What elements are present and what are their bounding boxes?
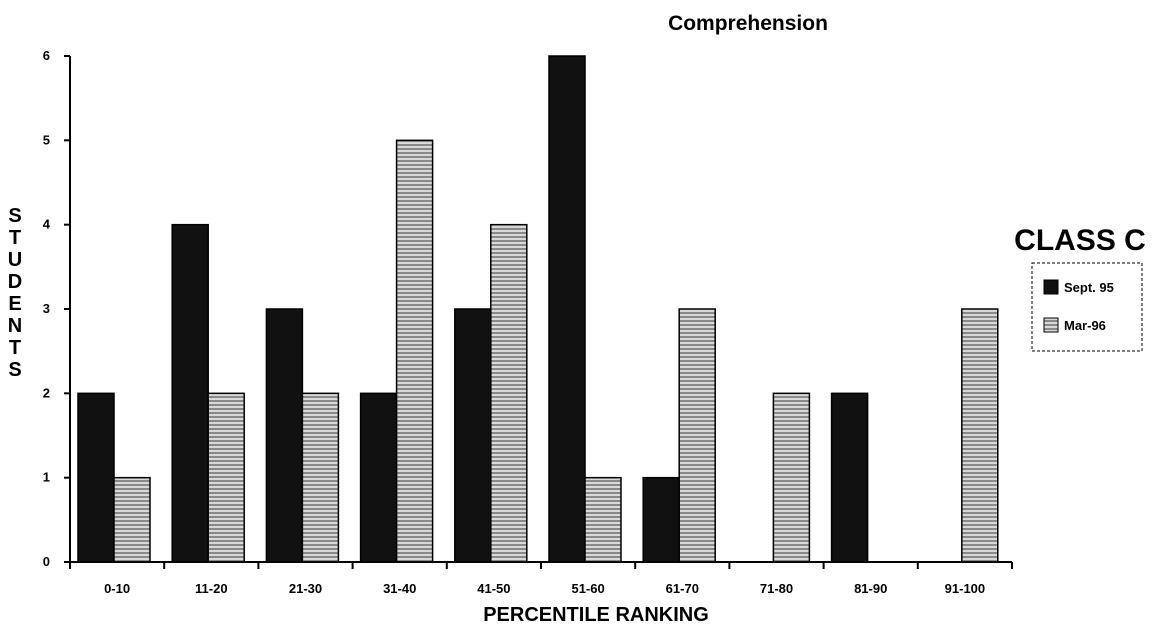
- x-tick-label: 61-70: [666, 581, 699, 596]
- x-tick-label: 41-50: [477, 581, 510, 596]
- x-tick-label: 11-20: [195, 581, 228, 596]
- bar-mar-96: [585, 478, 621, 562]
- y-axis-title-letter: S: [8, 205, 21, 227]
- x-tick-label: 21-30: [289, 581, 322, 596]
- legend-label: Sept. 95: [1064, 280, 1114, 295]
- y-tick-label: 6: [43, 48, 50, 63]
- y-tick-label: 0: [43, 554, 50, 569]
- y-axis-title-letter: E: [8, 293, 21, 315]
- bar-sept-95: [172, 225, 208, 562]
- legend-box: [1032, 263, 1142, 351]
- bar-mar-96: [962, 309, 998, 562]
- bar-mar-96: [397, 140, 433, 562]
- bar-sept-95: [832, 393, 868, 562]
- x-tick-label: 81-90: [854, 581, 887, 596]
- bar-sept-95: [266, 309, 302, 562]
- legend-title: CLASS C: [1014, 224, 1146, 257]
- y-axis-title-letter: U: [8, 249, 22, 271]
- bars: [78, 56, 998, 562]
- y-axis-title-letter: D: [8, 271, 22, 293]
- x-tick-label: 71-80: [760, 581, 793, 596]
- legend-swatch: [1044, 280, 1058, 294]
- bar-sept-95: [643, 478, 679, 562]
- y-tick-label: 4: [43, 217, 51, 232]
- x-tick-label: 91-100: [945, 581, 985, 596]
- bar-sept-95: [549, 56, 585, 562]
- bar-sept-95: [455, 309, 491, 562]
- x-axis-title: PERCENTILE RANKING: [483, 604, 709, 626]
- legend-swatch: [1044, 318, 1058, 332]
- chart-title: Comprehension: [668, 12, 828, 35]
- y-axis-title-letter: S: [8, 359, 21, 381]
- bar-sept-95: [78, 393, 114, 562]
- y-tick-label: 5: [43, 132, 50, 147]
- x-tick-label: 0-10: [104, 581, 130, 596]
- bar-mar-96: [302, 393, 338, 562]
- y-axis-title-letter: N: [8, 315, 22, 337]
- y-axis-title-letter: T: [9, 227, 21, 249]
- bar-sept-95: [361, 393, 397, 562]
- legend-label: Mar-96: [1064, 318, 1106, 333]
- bar-mar-96: [208, 393, 244, 562]
- x-tick-label: 31-40: [383, 581, 416, 596]
- y-tick-label: 1: [43, 470, 50, 485]
- y-ticks: 0 1 2 3 4 5 6: [43, 48, 70, 569]
- bar-mar-96: [114, 478, 150, 562]
- x-tick-label: 51-60: [571, 581, 604, 596]
- y-tick-label: 3: [43, 301, 50, 316]
- y-axis-title-letter: T: [9, 337, 21, 359]
- y-tick-label: 2: [43, 385, 50, 400]
- legend-items: Sept. 95 Mar-96: [1044, 280, 1114, 333]
- bar-mar-96: [491, 225, 527, 562]
- bar-mar-96: [679, 309, 715, 562]
- bar-mar-96: [773, 393, 809, 562]
- x-ticks: 0-10 11-20 21-30 31-40 41-50 51-60 61-70 71-80 8…: [70, 562, 1012, 596]
